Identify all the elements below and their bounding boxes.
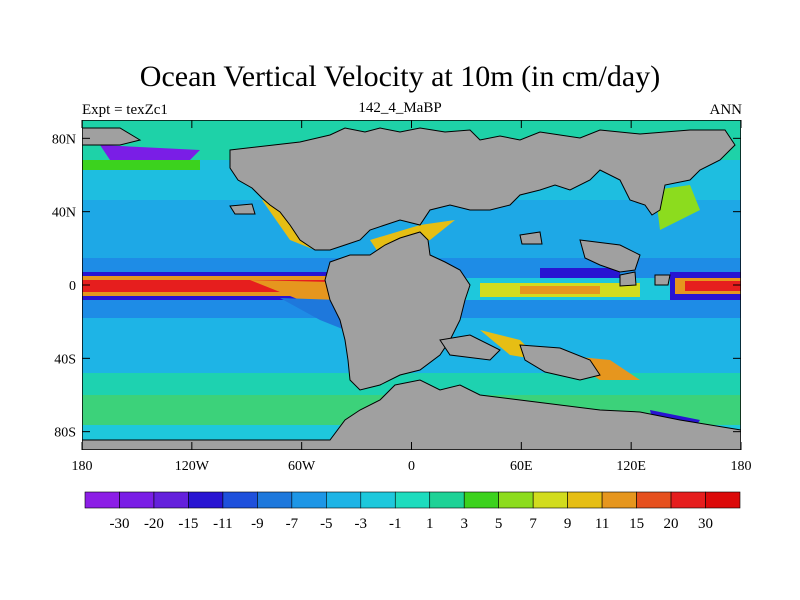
colorbar-swatch xyxy=(705,491,741,509)
colorbar-swatch xyxy=(636,491,672,509)
x-axis: 180 120W 60W 0 60E 120E 180 xyxy=(72,120,752,474)
colorbar-swatch xyxy=(670,491,706,509)
asia-peninsula xyxy=(579,239,641,273)
colorbar-label: -30 xyxy=(109,516,129,532)
colorbar-label: 7 xyxy=(529,516,537,532)
laurasia-landmass xyxy=(229,127,736,251)
tethys-upwelling-core xyxy=(520,286,600,294)
antarctica-landmass xyxy=(82,379,741,450)
colorbar-swatch xyxy=(498,491,534,509)
colorbar-label: 15 xyxy=(629,516,644,532)
land xyxy=(82,127,741,450)
colorbar-label: -11 xyxy=(213,516,232,532)
y-axis: 80N 40N 0 40S 80S xyxy=(52,132,741,441)
colorbar-swatch xyxy=(532,491,568,509)
x-tick-label: 0 xyxy=(408,459,415,474)
colorbar-swatch xyxy=(326,491,362,509)
equator-upwelling-east-core xyxy=(685,281,741,291)
colorbar-label: 20 xyxy=(664,516,679,532)
colorbar-swatch xyxy=(463,491,499,509)
y-tick-label: 80N xyxy=(52,132,76,147)
colorbar-label: 30 xyxy=(698,516,713,532)
colorbar-swatch xyxy=(222,491,258,509)
map-field xyxy=(82,120,741,450)
colorbar-swatch xyxy=(257,491,293,509)
colorbar-label: -20 xyxy=(144,516,164,532)
x-tick-label: 180 xyxy=(731,459,752,474)
colorbar-label: 9 xyxy=(564,516,572,532)
colorbar-swatch xyxy=(84,491,120,509)
colorbar-swatch xyxy=(153,491,189,509)
tethys-downwelling xyxy=(540,268,620,278)
colorbar-swatch xyxy=(429,491,465,509)
colorbar-swatch xyxy=(119,491,155,509)
colorbar-swatch xyxy=(360,491,396,509)
arctic-island-west xyxy=(82,127,142,146)
colorbar: -30 -20 -15 -11 -9 -7 -5 -3 -1 1 3 5 7 9 11 15 20 30 xyxy=(84,491,741,532)
y-tick-label: 0 xyxy=(69,279,76,294)
colorbar-swatch xyxy=(601,491,637,509)
colorbar-label: -1 xyxy=(389,516,402,532)
colorbar-label: 1 xyxy=(426,516,434,532)
x-tick-label: 120E xyxy=(616,459,646,474)
y-tick-label: 40S xyxy=(54,352,76,367)
colorbar-label: -9 xyxy=(251,516,264,532)
colorbar-label: -3 xyxy=(355,516,368,532)
gondwana-landmass xyxy=(324,231,471,391)
coastal-front-ne xyxy=(655,185,700,230)
x-tick-label: 120W xyxy=(175,459,210,474)
y-tick-label: 80S xyxy=(54,426,76,441)
colorbar-swatch xyxy=(291,491,327,509)
arctic-front xyxy=(82,160,200,170)
colorbar-swatch xyxy=(188,491,224,509)
colorbar-label: -15 xyxy=(178,516,198,532)
y-tick-label: 40N xyxy=(52,206,76,221)
small-island-1 xyxy=(229,203,256,215)
coastal-downwelling-west xyxy=(280,298,345,330)
x-tick-label: 180 xyxy=(72,459,93,474)
india-landmass xyxy=(439,334,501,361)
colorbar-label: -7 xyxy=(286,516,299,532)
x-tick-label: 60W xyxy=(288,459,316,474)
x-tick-label: 60E xyxy=(510,459,533,474)
arctic-downwelling-west xyxy=(100,145,200,160)
small-island-3 xyxy=(654,274,671,286)
chart-title: Ocean Vertical Velocity at 10m (in cm/da… xyxy=(139,60,661,93)
small-island-2 xyxy=(519,231,543,245)
colorbar-swatch xyxy=(567,491,603,509)
small-island-4 xyxy=(619,271,637,287)
australia-landmass xyxy=(519,344,601,381)
time-label: 142_4_MaBP xyxy=(358,100,442,116)
colorbar-label: -5 xyxy=(320,516,333,532)
season-label: ANN xyxy=(709,102,743,118)
experiment-label: Expt = texZc1 xyxy=(82,102,168,118)
colorbar-swatch xyxy=(394,491,431,509)
colorbar-label: 11 xyxy=(595,516,609,532)
colorbar-label: 5 xyxy=(495,516,503,532)
colorbar-label: 3 xyxy=(460,516,468,532)
